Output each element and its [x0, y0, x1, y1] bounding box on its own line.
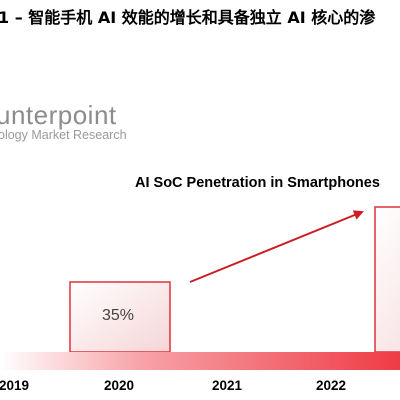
x-tick-label: 2020	[104, 378, 135, 393]
x-tick-label: 2022	[316, 378, 347, 393]
chart-title: AI SoC Penetration in Smartphones	[135, 175, 380, 191]
bar-2023	[374, 206, 400, 353]
x-tick-label: 2021	[212, 378, 243, 393]
logo-tagline: ology Market Research	[0, 128, 127, 142]
bar-2020	[69, 281, 171, 353]
timeline-axis-band	[0, 352, 400, 370]
x-tick-label: 2019	[0, 378, 30, 393]
bars-layer	[69, 206, 400, 353]
logo-wordmark: unterpoint	[0, 100, 117, 130]
figure-title: 1 – 智能手机 AI 效能的增长和具备独立 AI 核心的渗	[0, 8, 376, 27]
bar-value-label: 35%	[102, 307, 135, 324]
trend-arrow	[189, 210, 364, 283]
